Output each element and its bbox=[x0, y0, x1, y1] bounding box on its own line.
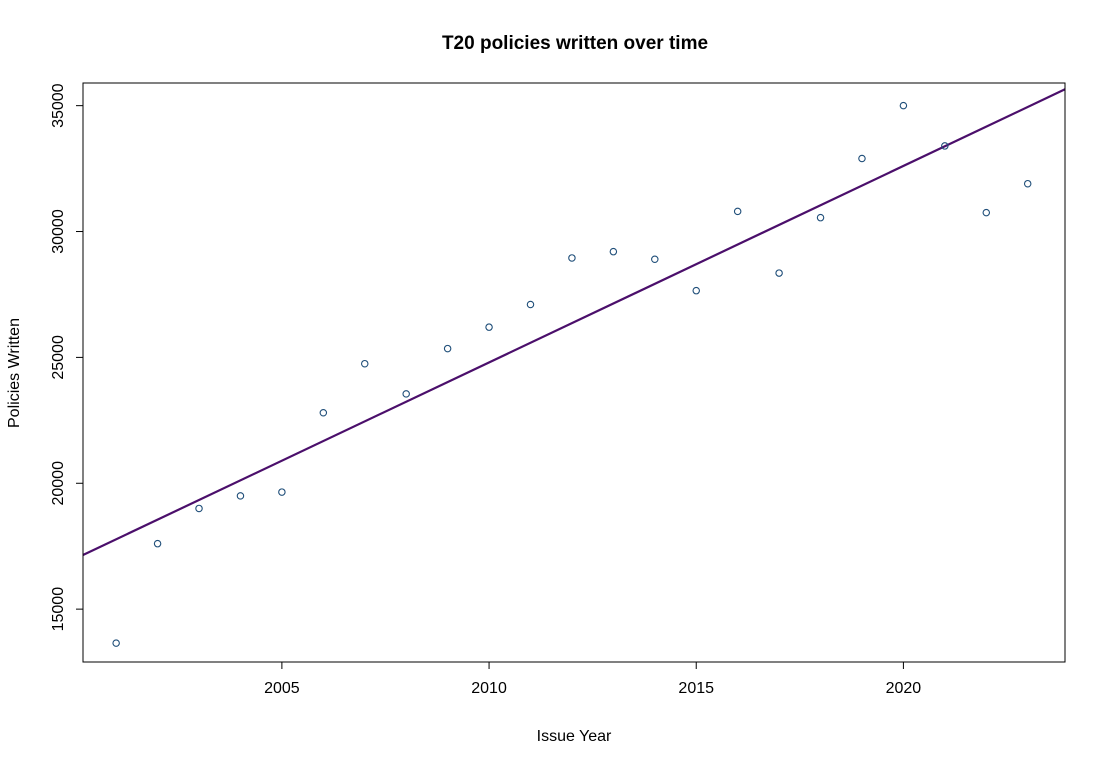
y-axis-label: Policies Written bbox=[6, 318, 23, 428]
chart-title: T20 policies written over time bbox=[442, 33, 708, 54]
data-point bbox=[236, 492, 245, 500]
data-point bbox=[941, 142, 949, 150]
data-point bbox=[982, 208, 991, 217]
data-point bbox=[153, 539, 162, 548]
y-tick-label: 15000 bbox=[50, 587, 67, 632]
data-point bbox=[278, 488, 286, 496]
data-point bbox=[651, 255, 659, 263]
x-axis-label: Issue Year bbox=[537, 728, 612, 745]
x-tick-label: 2005 bbox=[264, 680, 300, 697]
trend-line bbox=[82, 88, 1066, 557]
data-point bbox=[485, 323, 493, 331]
y-tick-label: 25000 bbox=[50, 335, 67, 380]
x-tick-label: 2010 bbox=[471, 680, 507, 697]
data-point bbox=[858, 154, 866, 163]
data-point bbox=[609, 247, 618, 256]
x-tick-label: 2020 bbox=[886, 680, 922, 697]
data-points bbox=[112, 101, 1032, 647]
axis-ticks: 2005 2010 2015 2020 15000 20000 25000 30000 3500… bbox=[50, 83, 921, 697]
data-point bbox=[361, 359, 369, 368]
trend-line-layer bbox=[82, 88, 1066, 557]
data-point bbox=[195, 504, 203, 513]
data-point bbox=[319, 409, 328, 417]
data-point bbox=[568, 254, 576, 262]
data-point bbox=[775, 269, 783, 277]
data-point bbox=[733, 207, 742, 216]
data-point bbox=[443, 344, 452, 353]
data-point bbox=[692, 286, 700, 295]
y-tick-label: 35000 bbox=[50, 83, 67, 128]
y-tick-label: 20000 bbox=[50, 461, 67, 506]
data-point bbox=[402, 390, 410, 398]
data-point bbox=[816, 213, 825, 222]
y-tick-label: 30000 bbox=[50, 209, 67, 254]
data-point bbox=[526, 300, 535, 309]
data-point bbox=[112, 639, 120, 647]
data-point bbox=[1023, 179, 1032, 188]
data-point bbox=[899, 101, 908, 110]
x-tick-label: 2015 bbox=[678, 680, 714, 697]
plot-frame bbox=[82, 82, 1066, 663]
